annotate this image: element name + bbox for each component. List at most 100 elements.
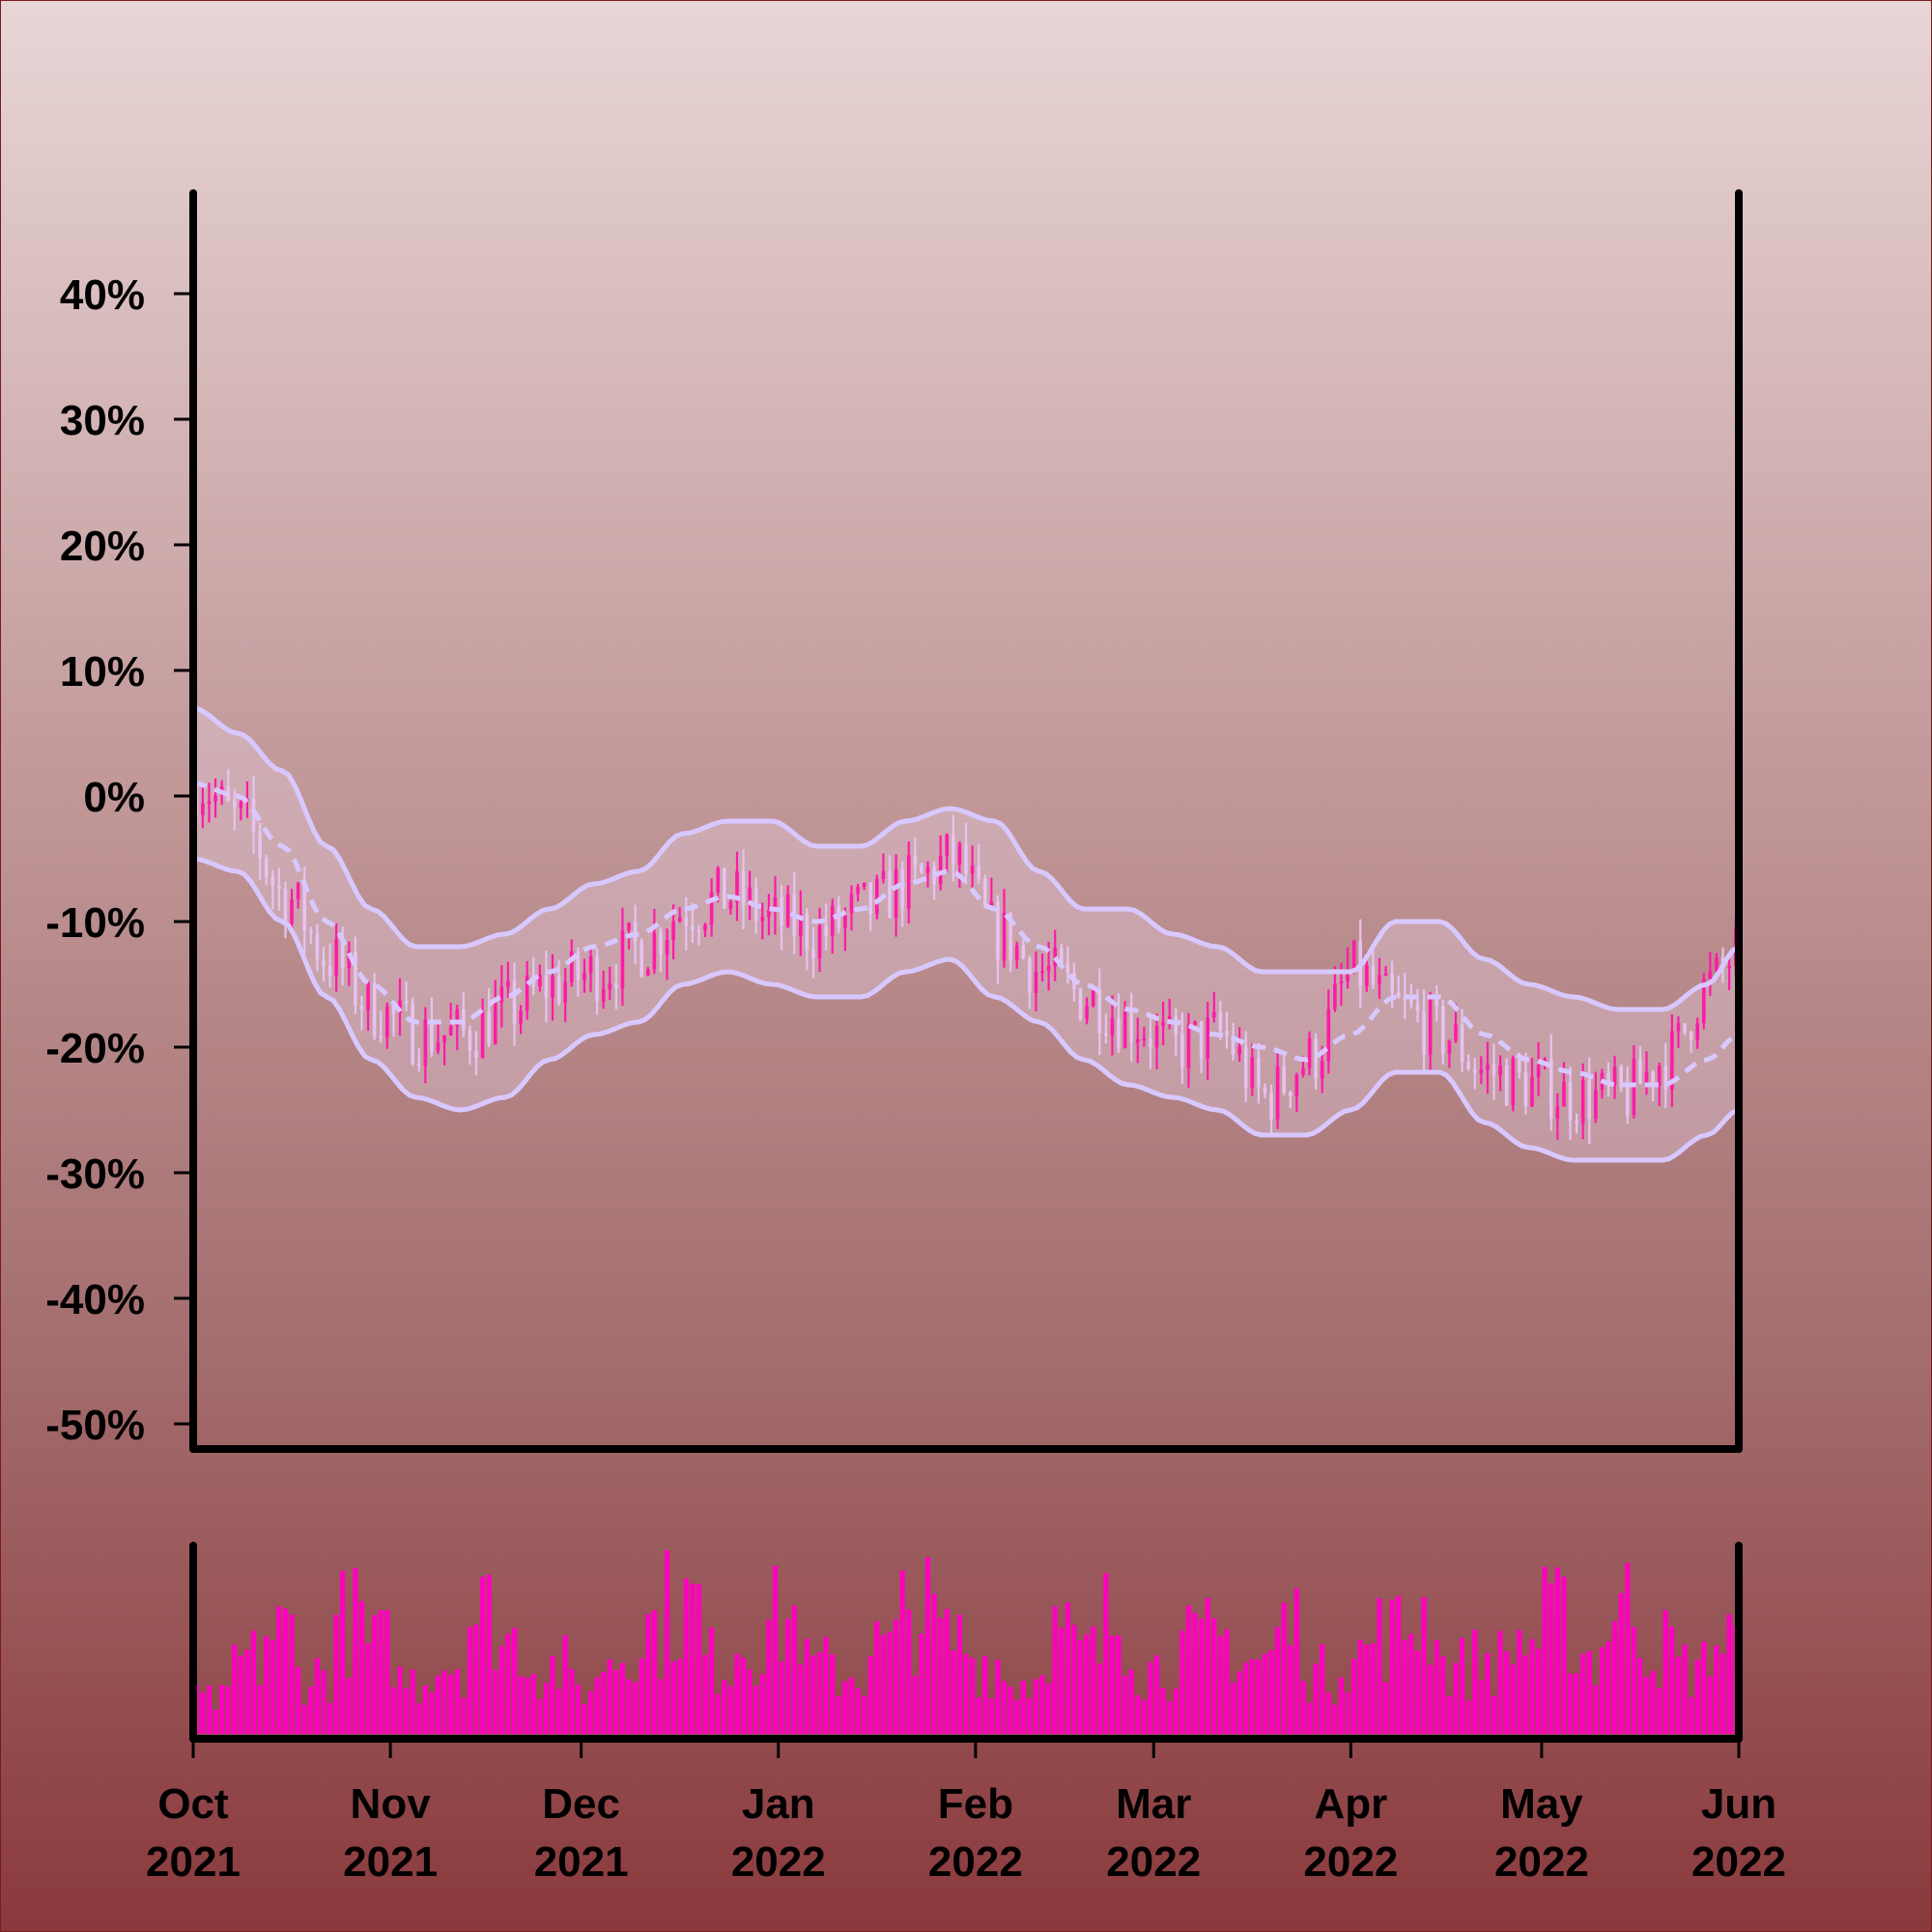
candle-body [938, 855, 943, 885]
candle-body [359, 1005, 364, 1010]
candle-body [1351, 940, 1356, 972]
volume-bar [830, 1654, 836, 1734]
candle-body [652, 932, 657, 970]
candle-body [1441, 1006, 1445, 1054]
volume-bar [779, 1661, 784, 1734]
volume-bar [435, 1675, 441, 1734]
candle-body [888, 870, 892, 919]
candle-body [1014, 945, 1019, 961]
band-fill [193, 708, 1739, 1160]
candle-body [1294, 1074, 1299, 1096]
volume-bar [1453, 1662, 1459, 1734]
volume-bar [734, 1653, 740, 1734]
candle-body [563, 981, 567, 1003]
x-tick-year: 2022 [1303, 1838, 1398, 1886]
volume-bar [848, 1677, 855, 1734]
candle-body [875, 878, 879, 915]
volume-bar [498, 1646, 504, 1734]
volume-bar [633, 1681, 639, 1734]
volume-bar [753, 1686, 759, 1734]
candle-body [474, 1050, 478, 1058]
volume-bar [1122, 1675, 1128, 1734]
volume-bar [1669, 1626, 1675, 1734]
candle-body [1555, 1106, 1560, 1120]
volume-bar [607, 1659, 612, 1734]
volume-bar [1275, 1627, 1281, 1734]
candle-body [1587, 1080, 1592, 1120]
volume-bar [1217, 1635, 1223, 1734]
candle-body [354, 951, 357, 1006]
candle-body [296, 883, 300, 900]
x-tick-month: Jan [742, 1780, 815, 1828]
candle-body [767, 909, 771, 918]
candle-body [430, 1019, 434, 1052]
candle-body [1174, 1015, 1179, 1035]
candle-body [1263, 1087, 1267, 1094]
candle-body [1199, 1021, 1204, 1059]
volume-bar [1173, 1688, 1179, 1734]
candle-body [327, 966, 332, 977]
candle-body [595, 956, 599, 1002]
candle-body [1612, 1066, 1617, 1086]
volume-bar [791, 1605, 797, 1734]
candle-body [544, 975, 549, 998]
volume-bar [296, 1666, 301, 1734]
candle-body [945, 835, 950, 856]
volume-bar [372, 1615, 378, 1734]
volume-bar [530, 1673, 536, 1734]
candle-body [913, 855, 918, 866]
volume-bar [1320, 1644, 1325, 1734]
candle-body [1651, 1071, 1655, 1086]
volume-bar [1077, 1639, 1084, 1734]
candle-body [817, 925, 822, 959]
volume-bar [855, 1688, 861, 1734]
candle-body [512, 980, 517, 1024]
volume-bar [1714, 1645, 1719, 1734]
volume-bar [1719, 1654, 1726, 1734]
volume-bar [963, 1654, 969, 1734]
candle-body [964, 843, 968, 874]
candle-body [639, 941, 643, 977]
volume-bar [200, 1692, 206, 1734]
volume-bar [479, 1577, 486, 1734]
y-tick-label: 0% [83, 774, 145, 821]
volume-bar [1345, 1691, 1350, 1734]
volume-bar [1554, 1567, 1560, 1734]
candle-body [1149, 1037, 1152, 1048]
candle-body [239, 802, 243, 808]
volume-bar [1185, 1605, 1192, 1734]
candle-body [620, 930, 625, 989]
volume-bar [543, 1683, 550, 1734]
volume-bar [1414, 1650, 1421, 1734]
candle-body [302, 883, 307, 931]
volume-bar [358, 1601, 365, 1734]
volume-bar [1236, 1671, 1242, 1734]
candle-body [1638, 1059, 1642, 1085]
volume-bar [244, 1649, 250, 1734]
candle-body [805, 914, 810, 951]
x-tick-year: 2021 [146, 1838, 241, 1886]
volume-bar [1148, 1662, 1153, 1734]
volume-bar [1332, 1704, 1338, 1734]
candle-body [1466, 1061, 1470, 1069]
candle-body [1009, 913, 1012, 961]
candle-body [493, 1002, 497, 1044]
candle-body [1619, 1066, 1623, 1088]
candle-body [416, 1064, 421, 1066]
volume-bar [314, 1658, 320, 1734]
volume-bar [1459, 1637, 1465, 1734]
candle-body [741, 870, 746, 906]
candle-body [691, 925, 695, 930]
candle-body [684, 917, 689, 926]
y-tick-label: -40% [45, 1276, 145, 1323]
volume-bar [1281, 1602, 1287, 1734]
volume-bar [1109, 1635, 1116, 1734]
volume-bar [867, 1656, 873, 1734]
candle-body [582, 973, 586, 980]
volume-bar [1249, 1659, 1255, 1734]
volume-bar [816, 1652, 823, 1734]
volume-bar [378, 1609, 384, 1734]
x-tick-year: 2021 [534, 1838, 629, 1886]
volume-bar [1135, 1694, 1141, 1734]
